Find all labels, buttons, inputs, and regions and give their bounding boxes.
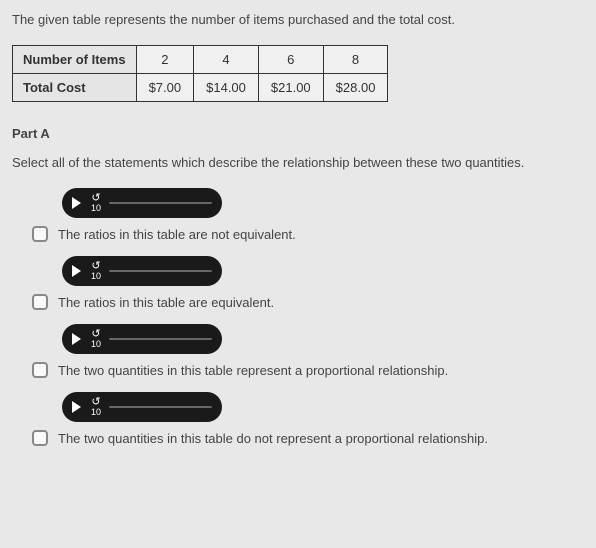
checkbox-option-3[interactable] — [32, 362, 48, 378]
intro-text: The given table represents the number of… — [12, 12, 584, 27]
progress-bar — [109, 406, 212, 408]
audio-player[interactable]: ↺ 10 — [62, 188, 222, 218]
audio-player[interactable]: ↺ 10 — [62, 392, 222, 422]
option-text: The two quantities in this table represe… — [58, 363, 448, 378]
table-cell: 6 — [258, 46, 323, 74]
table-cell: $21.00 — [258, 74, 323, 102]
table-cell: $14.00 — [194, 74, 259, 102]
audio-player[interactable]: ↺ 10 — [62, 324, 222, 354]
table-cell: $7.00 — [136, 74, 194, 102]
row2-header: Total Cost — [13, 74, 137, 102]
data-table: Number of Items 2 4 6 8 Total Cost $7.00… — [12, 45, 388, 102]
table-cell: 4 — [194, 46, 259, 74]
play-icon — [72, 333, 81, 345]
part-label: Part A — [12, 126, 584, 141]
option-text: The ratios in this table are not equival… — [58, 227, 296, 242]
table-cell: 8 — [323, 46, 388, 74]
rewind-icon: ↺ 10 — [91, 329, 101, 349]
option-text: The ratios in this table are equivalent. — [58, 295, 274, 310]
prompt-text: Select all of the statements which descr… — [12, 155, 584, 170]
audio-player[interactable]: ↺ 10 — [62, 256, 222, 286]
play-icon — [72, 197, 81, 209]
table-cell: $28.00 — [323, 74, 388, 102]
progress-bar — [109, 202, 212, 204]
play-icon — [72, 401, 81, 413]
checkbox-option-2[interactable] — [32, 294, 48, 310]
rewind-icon: ↺ 10 — [91, 261, 101, 281]
checkbox-option-4[interactable] — [32, 430, 48, 446]
rewind-icon: ↺ 10 — [91, 193, 101, 213]
row1-header: Number of Items — [13, 46, 137, 74]
play-icon — [72, 265, 81, 277]
rewind-icon: ↺ 10 — [91, 397, 101, 417]
checkbox-option-1[interactable] — [32, 226, 48, 242]
progress-bar — [109, 338, 212, 340]
table-cell: 2 — [136, 46, 194, 74]
option-text: The two quantities in this table do not … — [58, 431, 488, 446]
progress-bar — [109, 270, 212, 272]
